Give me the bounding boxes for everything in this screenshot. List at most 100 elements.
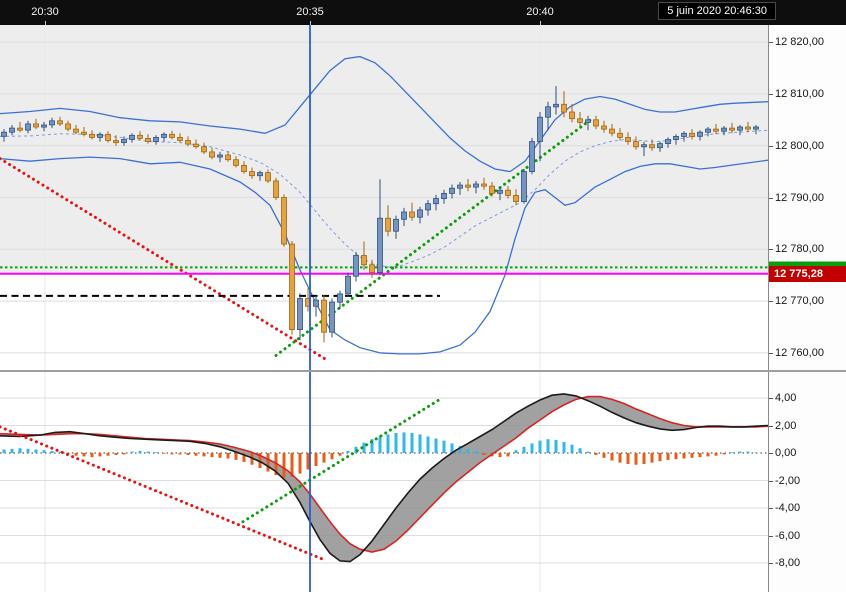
indicator-axis-tick (769, 508, 773, 509)
candle-body (289, 243, 295, 331)
indicator-axis-label: -4,00 (775, 502, 801, 514)
candle-body (737, 126, 743, 131)
indicator-chart-canvas[interactable] (0, 372, 768, 592)
candle-body (161, 133, 167, 138)
candle-body (601, 125, 607, 130)
candle-body (185, 140, 191, 145)
candle-body (449, 187, 455, 194)
candle-body (649, 144, 655, 149)
candle-body (465, 184, 471, 188)
candle-body (545, 106, 551, 118)
price-axis-label: 12 800,00 (775, 139, 824, 152)
trend-line (241, 396, 444, 524)
candle-body (753, 126, 759, 130)
price-chart-canvas[interactable] (0, 25, 768, 370)
candle-body (553, 103, 559, 108)
candle-body (33, 123, 39, 128)
candle-body (561, 103, 567, 113)
candle-body (81, 131, 87, 135)
time-axis-label: 20:35 (296, 6, 324, 18)
candle-body (385, 217, 391, 232)
candle-body (113, 140, 119, 143)
bollinger-upper-band (0, 55, 768, 173)
candle-body (297, 298, 303, 331)
price-axis-label: 12 780,00 (775, 243, 824, 256)
candle-body (201, 146, 207, 153)
candle-body (209, 151, 215, 158)
candle-body (681, 132, 687, 137)
time-axis-tick (540, 21, 541, 25)
price-pane[interactable] (0, 25, 768, 370)
price-axis-label: 12 770,00 (775, 295, 824, 308)
candle-body (233, 159, 239, 166)
candle-body (633, 141, 639, 148)
macd-line (0, 393, 768, 563)
indicator-axis-tick (769, 453, 773, 454)
candle-body (713, 128, 719, 132)
price-axis-label: 12 760,00 (775, 346, 824, 359)
time-axis-label: 20:30 (31, 6, 59, 18)
candle-body (569, 111, 575, 120)
candle-body (73, 128, 79, 133)
candle-body (225, 154, 231, 161)
candle-body (177, 137, 183, 141)
candle-body (193, 143, 199, 148)
indicator-axis-label: -6,00 (775, 529, 801, 542)
candle-body (241, 164, 247, 172)
candle-body (473, 183, 479, 188)
candle-body (617, 132, 623, 138)
price-axis-tick (769, 249, 773, 251)
candle-body (345, 275, 351, 295)
price-axis-tick (769, 352, 773, 354)
candle-body (1, 131, 7, 137)
candle-body (361, 255, 367, 266)
candle-body (121, 139, 127, 143)
candle-body (377, 217, 383, 273)
price-axis-tick (769, 93, 773, 95)
candle-body (169, 133, 175, 138)
candle-body (329, 301, 335, 333)
bollinger-lower-band (0, 156, 768, 355)
candle-body (17, 127, 23, 131)
candle-body (521, 171, 527, 203)
indicator-axis-label: 4,00 (775, 392, 797, 404)
candle-body (41, 124, 47, 128)
candle-body (321, 299, 327, 333)
candle-body (281, 197, 287, 245)
candle-body (337, 293, 343, 303)
indicator-axis-label: -2,00 (775, 474, 801, 487)
candle-body (497, 189, 503, 194)
indicator-axis[interactable]: 4,00 2,00 0,00 -2,00 -4,00 -6,00 -8,00 (768, 372, 846, 592)
indicator-pane[interactable] (0, 372, 768, 592)
indicator-axis-label: 2,00 (775, 419, 797, 432)
last-price-label: 12 775,28 (769, 265, 846, 282)
time-axis-tick (45, 21, 46, 25)
candle-body (625, 137, 631, 142)
candle-body (657, 143, 663, 149)
indicator-axis-tick (769, 563, 773, 564)
pane-divider[interactable] (0, 370, 846, 372)
candle-body (417, 209, 423, 218)
candle-body (313, 299, 319, 307)
candle-body (425, 203, 431, 211)
price-axis-tick (769, 301, 773, 303)
candle-body (57, 120, 63, 125)
candle-body (401, 211, 407, 220)
price-axis[interactable]: 12 820,00 12 810,00 12 800,00 12 790,00 12 7… (768, 25, 846, 370)
candle-body (513, 194, 519, 202)
time-axis-tick (310, 21, 311, 25)
candle-body (49, 120, 55, 126)
candle-body (441, 192, 447, 199)
candle-body (609, 128, 615, 134)
candle-body (481, 183, 487, 187)
time-axis[interactable]: 5 juin 2020 20:46:30 20:30 20:35 20:40 (0, 0, 846, 25)
candle-body (593, 119, 599, 127)
macd-signal-fill (0, 393, 768, 562)
candle-body (489, 185, 495, 194)
trend-line (0, 425, 324, 561)
upper-zone-background (0, 25, 768, 274)
candle-body (409, 211, 415, 218)
candle-body (577, 118, 583, 123)
candle-body (505, 189, 511, 196)
